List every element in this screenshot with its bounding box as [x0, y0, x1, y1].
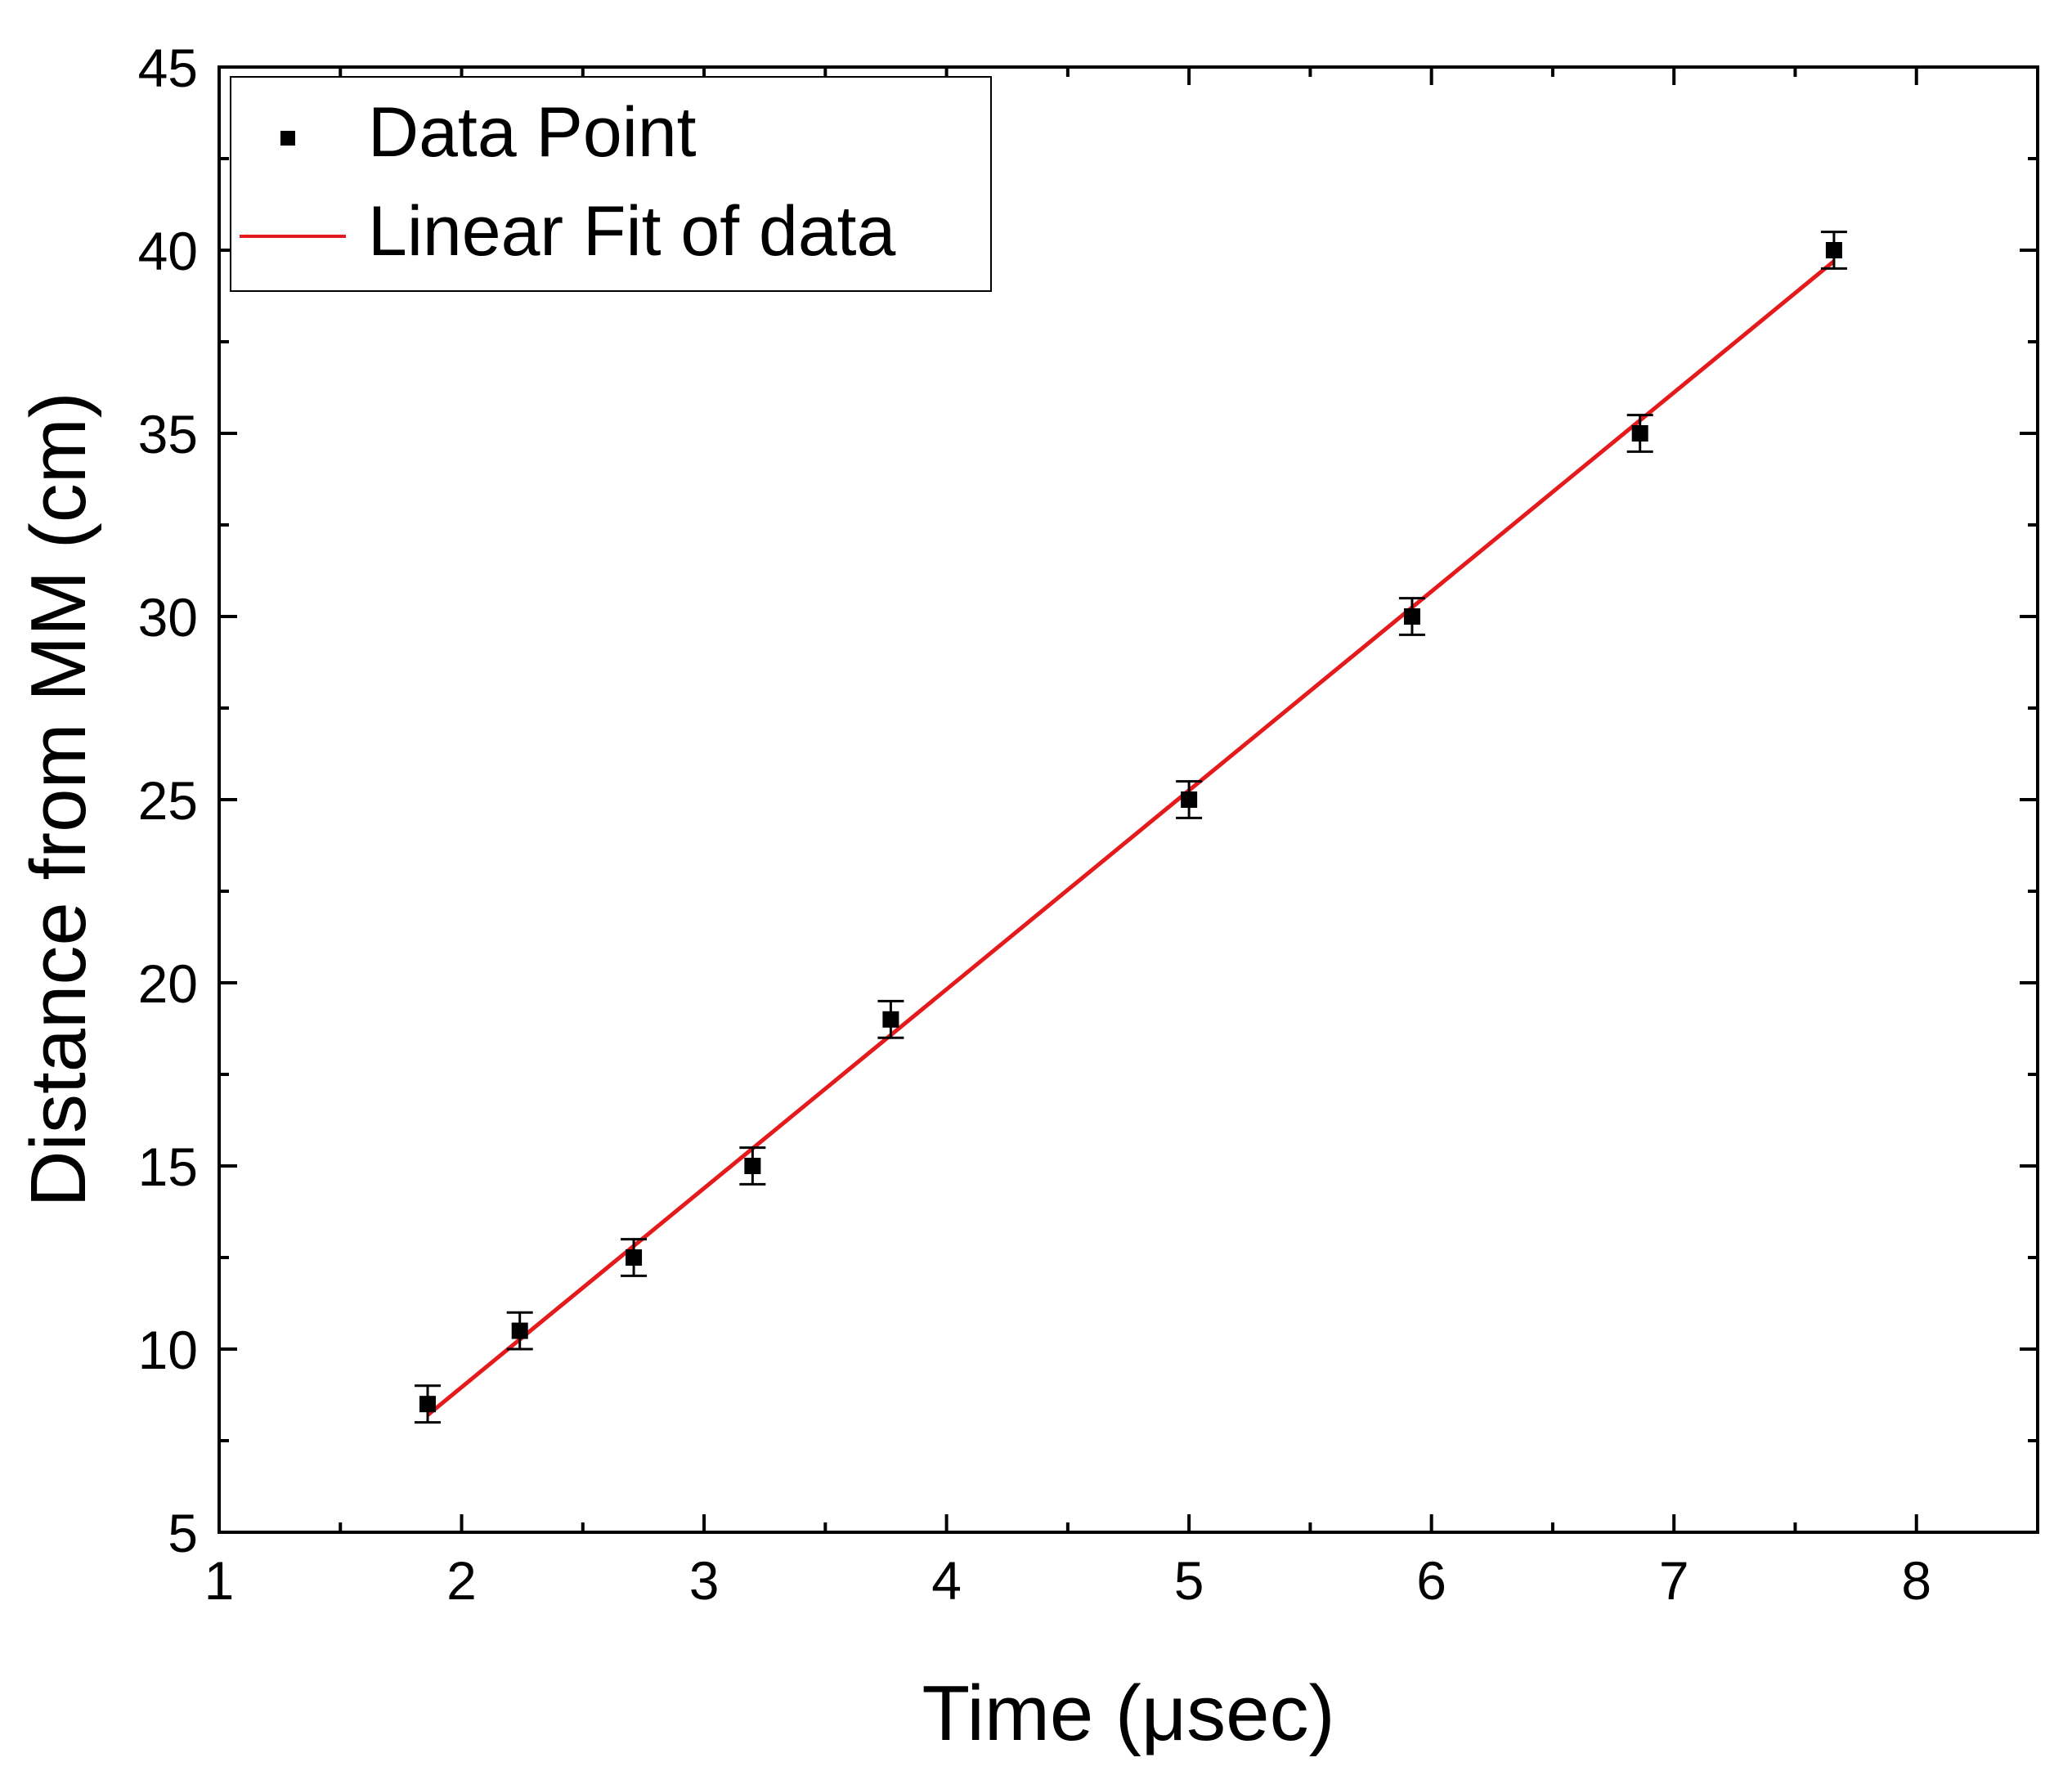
data-point	[1825, 242, 1842, 258]
y-tick-label: 5	[168, 1503, 198, 1563]
x-tick-label: 6	[1416, 1550, 1446, 1611]
x-tick-label: 3	[689, 1550, 720, 1611]
data-point	[419, 1396, 437, 1413]
data-points-layer	[415, 231, 1847, 1424]
y-tick-label: 45	[138, 38, 198, 98]
data-point	[1181, 791, 1198, 808]
y-tick-label: 15	[138, 1137, 198, 1197]
data-point	[1403, 608, 1420, 625]
legend-box	[230, 76, 992, 292]
fit-line-layer	[426, 259, 1836, 1417]
y-axis-title: Distance from MM (cm)	[15, 392, 102, 1207]
data-point	[626, 1249, 643, 1266]
x-tick-label: 8	[1901, 1550, 1931, 1611]
data-point	[744, 1158, 761, 1174]
y-tick-label: 25	[138, 770, 198, 831]
linear-fit-line	[426, 259, 1836, 1417]
x-axis-title: Time (μsec)	[922, 1670, 1334, 1757]
data-point	[511, 1322, 528, 1339]
x-axis: 1 2 3 4 5 6 7 8	[204, 67, 1931, 1611]
legend-marker-data-point	[280, 131, 295, 146]
y-tick-label: 40	[138, 221, 198, 281]
y-tick-label: 30	[138, 587, 198, 648]
y-tick-label: 35	[138, 404, 198, 464]
x-tick-label: 1	[204, 1550, 235, 1611]
x-tick-label: 2	[446, 1550, 477, 1611]
y-tick-label: 10	[138, 1320, 198, 1380]
data-point	[1631, 425, 1648, 442]
y-axis: 5 10 15 20 25 30 35 40 45	[138, 38, 2038, 1563]
y-tick-label: 20	[138, 953, 198, 1014]
legend-label-data-point: Data Point	[368, 93, 697, 172]
x-tick-label: 5	[1174, 1550, 1204, 1611]
legend: Data Point Linear Fit of data	[230, 76, 992, 292]
x-tick-label: 7	[1659, 1550, 1689, 1611]
legend-label-linear-fit: Linear Fit of data	[368, 192, 896, 271]
x-tick-label: 4	[931, 1550, 962, 1611]
data-point	[882, 1011, 899, 1028]
